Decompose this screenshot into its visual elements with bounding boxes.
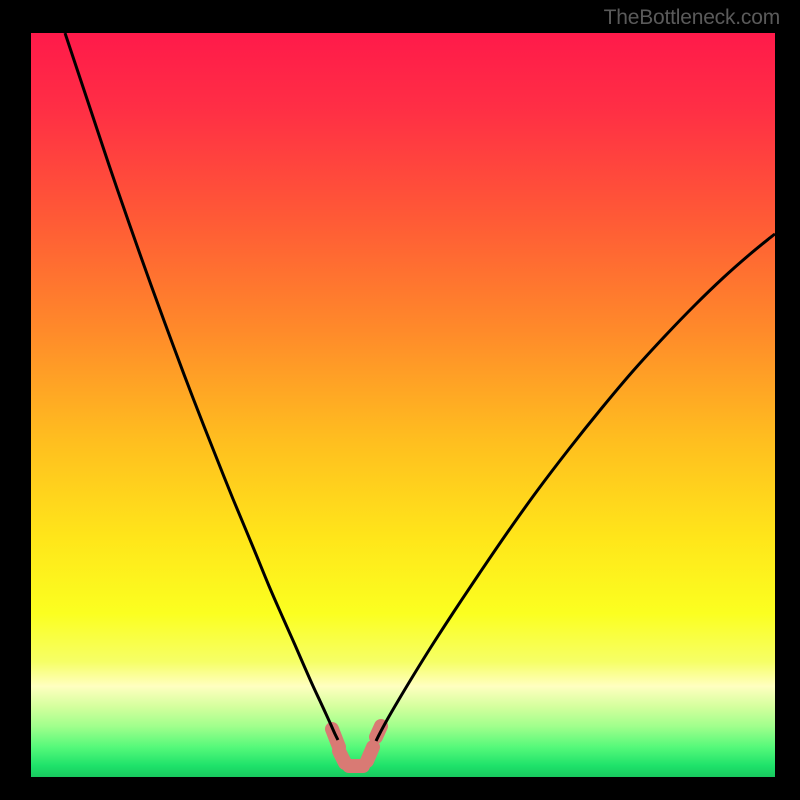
watermark-text: TheBottleneck.com — [604, 6, 780, 30]
left-curve — [65, 33, 338, 740]
chart-plot-area — [31, 33, 775, 777]
chart-curves-svg — [31, 33, 775, 777]
minimum-marker — [332, 726, 381, 766]
right-curve — [376, 234, 775, 741]
